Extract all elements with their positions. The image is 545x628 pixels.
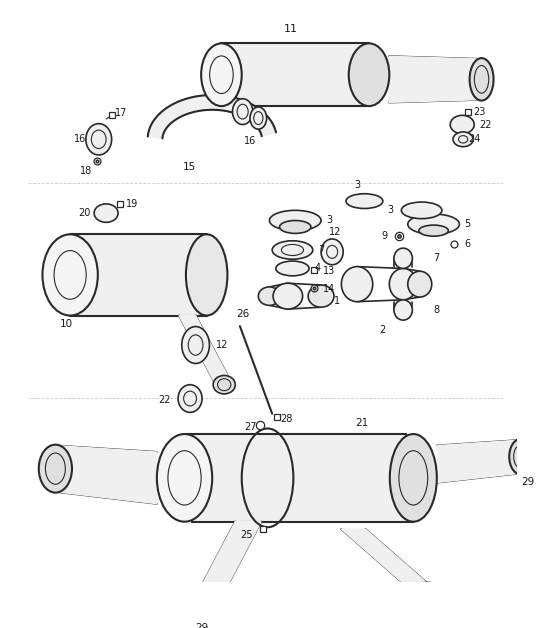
Text: 3: 3 — [387, 205, 393, 215]
Text: 7: 7 — [318, 245, 324, 255]
Ellipse shape — [394, 248, 413, 268]
Ellipse shape — [39, 445, 72, 492]
Text: 7: 7 — [434, 253, 440, 263]
Text: 6: 6 — [464, 239, 470, 249]
Ellipse shape — [276, 261, 309, 276]
Text: 24: 24 — [469, 134, 481, 144]
Ellipse shape — [157, 434, 212, 522]
Text: 4: 4 — [314, 264, 320, 273]
Polygon shape — [179, 315, 233, 385]
Text: 5: 5 — [464, 219, 470, 229]
Text: 12: 12 — [216, 340, 228, 350]
Ellipse shape — [394, 300, 413, 320]
Text: 2: 2 — [380, 325, 386, 335]
Text: 3: 3 — [326, 215, 332, 225]
Ellipse shape — [272, 241, 313, 259]
Ellipse shape — [390, 434, 437, 522]
Text: 10: 10 — [60, 319, 73, 329]
Ellipse shape — [233, 99, 253, 124]
Polygon shape — [389, 57, 482, 102]
Ellipse shape — [413, 583, 442, 605]
Ellipse shape — [273, 283, 302, 309]
Text: 13: 13 — [323, 266, 335, 276]
Ellipse shape — [450, 116, 474, 134]
Ellipse shape — [389, 268, 417, 300]
Text: 23: 23 — [473, 107, 486, 117]
Text: 14: 14 — [323, 284, 335, 294]
Ellipse shape — [341, 267, 373, 301]
Polygon shape — [437, 440, 520, 482]
Ellipse shape — [258, 287, 281, 305]
Text: 26: 26 — [236, 309, 249, 319]
Text: 11: 11 — [283, 24, 298, 34]
Ellipse shape — [509, 439, 531, 474]
Text: 12: 12 — [329, 227, 341, 237]
Ellipse shape — [408, 271, 432, 297]
Ellipse shape — [408, 214, 459, 234]
Ellipse shape — [453, 132, 473, 147]
Text: 19: 19 — [126, 199, 138, 209]
Ellipse shape — [346, 193, 383, 208]
Polygon shape — [148, 95, 276, 138]
Text: 1: 1 — [334, 296, 340, 306]
Text: 16: 16 — [74, 134, 86, 144]
Text: 22: 22 — [479, 119, 491, 129]
Text: 21: 21 — [355, 418, 368, 428]
Ellipse shape — [213, 376, 235, 394]
Ellipse shape — [308, 285, 334, 307]
Text: 18: 18 — [80, 166, 92, 176]
Ellipse shape — [321, 239, 343, 265]
Ellipse shape — [86, 124, 112, 155]
Ellipse shape — [186, 234, 227, 315]
Text: 15: 15 — [183, 162, 196, 172]
Text: 20: 20 — [78, 208, 91, 218]
Polygon shape — [341, 529, 439, 593]
Polygon shape — [221, 43, 369, 106]
Ellipse shape — [201, 43, 242, 106]
Ellipse shape — [185, 598, 219, 620]
Ellipse shape — [269, 210, 321, 230]
Ellipse shape — [401, 202, 442, 219]
Polygon shape — [189, 522, 261, 609]
Text: 29: 29 — [521, 477, 534, 487]
Polygon shape — [70, 234, 207, 315]
Polygon shape — [185, 434, 413, 522]
Ellipse shape — [182, 327, 209, 364]
Text: 27: 27 — [245, 421, 257, 431]
Text: 17: 17 — [116, 109, 128, 119]
Ellipse shape — [280, 220, 311, 234]
Polygon shape — [56, 446, 157, 504]
Text: 8: 8 — [434, 305, 440, 315]
Text: 3: 3 — [354, 180, 360, 190]
Ellipse shape — [94, 204, 118, 222]
Ellipse shape — [250, 107, 267, 129]
Text: 25: 25 — [240, 529, 252, 539]
Ellipse shape — [178, 385, 202, 413]
Text: 16: 16 — [244, 136, 256, 146]
Text: 29: 29 — [196, 623, 209, 628]
Ellipse shape — [349, 43, 389, 106]
Ellipse shape — [419, 225, 449, 236]
Text: 28: 28 — [281, 414, 293, 425]
Ellipse shape — [470, 58, 494, 100]
Text: 22: 22 — [158, 396, 170, 406]
Text: 9: 9 — [382, 231, 387, 241]
Ellipse shape — [43, 234, 98, 315]
